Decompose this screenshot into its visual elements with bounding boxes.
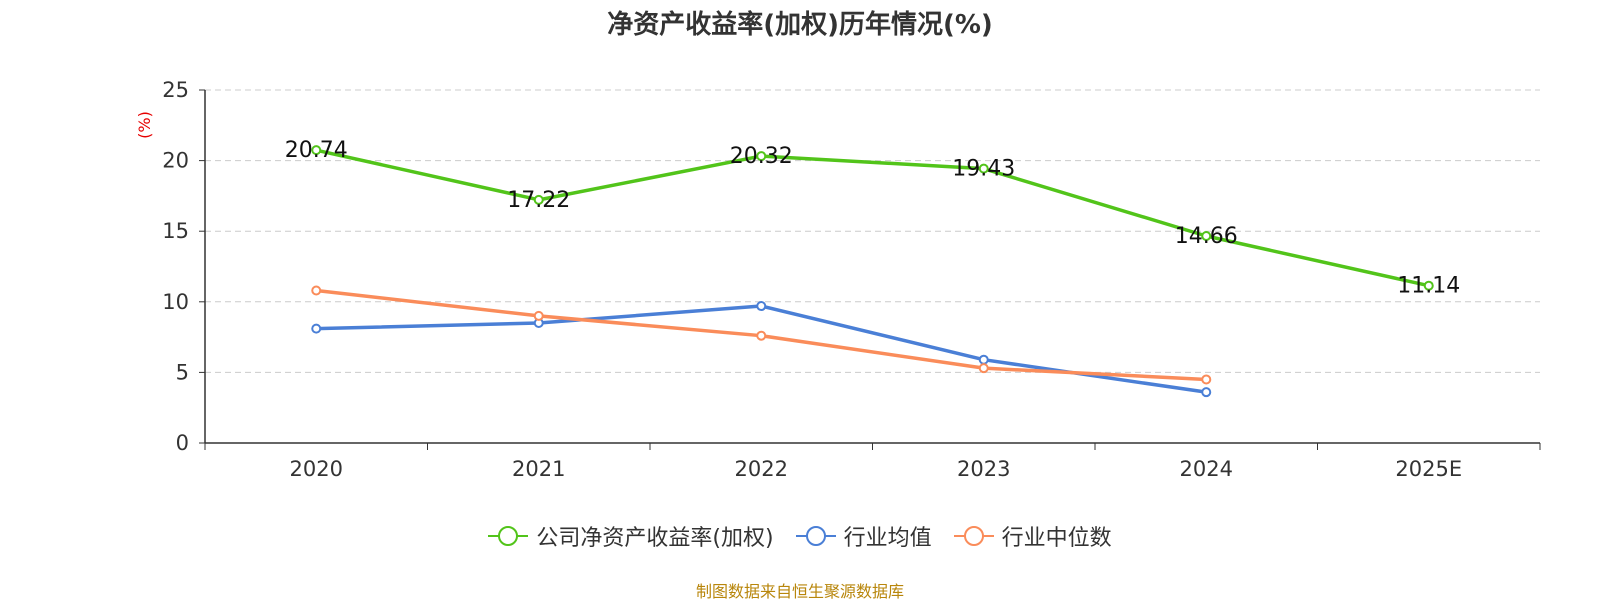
chart-title: 净资产收益率(加权)历年情况(%) — [607, 10, 993, 40]
data-point — [1201, 387, 1212, 398]
legend-label-industry-mean: 行业均值 — [843, 526, 932, 551]
data-point — [1423, 280, 1434, 291]
data-point — [311, 145, 322, 156]
legend-item-industry-mean[interactable]: 行业均值 — [795, 520, 932, 552]
x-tick-label: 2022 — [735, 457, 788, 481]
y-tick-label: 15 — [162, 219, 189, 243]
y-tick-label: 5 — [176, 360, 189, 384]
data-label: 17.22 — [507, 188, 570, 213]
data-point — [1201, 231, 1212, 242]
line-chart: 0 5 10 15 20 25 (%) 2020 2021 2022 2023 2024 2025E 20… — [135, 78, 1541, 481]
y-tick-label: 0 — [176, 431, 189, 455]
data-source-note: 制图数据来自恒生聚源数据库 — [695, 582, 904, 601]
data-point — [978, 363, 989, 374]
x-tick-label: 2025E — [1395, 457, 1462, 481]
data-label: 11.14 — [1397, 274, 1460, 299]
data-point — [311, 323, 322, 334]
legend-marker-industry-median — [953, 526, 994, 546]
data-point — [756, 151, 767, 162]
data-label: 20.32 — [730, 144, 793, 169]
legend-item-industry-median[interactable]: 行业中位数 — [953, 520, 1112, 552]
y-tick-label: 20 — [162, 149, 189, 173]
data-point — [533, 194, 544, 205]
legend-item-company[interactable]: 公司净资产收益率(加权) — [488, 520, 774, 552]
data-point — [1201, 374, 1212, 385]
legend-marker-industry-mean — [795, 526, 836, 546]
legend: 公司净资产收益率(加权) 行业均值 行业中位数 — [0, 520, 1600, 552]
data-label: 19.43 — [952, 157, 1015, 182]
data-point — [533, 310, 544, 321]
x-tick-label: 2020 — [290, 457, 343, 481]
x-tick-label: 2024 — [1180, 457, 1233, 481]
x-tick-label: 2023 — [957, 457, 1010, 481]
series-line-0 — [315, 148, 1430, 288]
series-line-1 — [316, 304, 1207, 394]
legend-label-industry-median: 行业中位数 — [1001, 526, 1112, 551]
data-point — [311, 285, 322, 296]
data-point — [756, 330, 767, 341]
y-tick-label: 25 — [162, 78, 189, 102]
data-point — [978, 163, 989, 174]
legend-label-company: 公司净资产收益率(加权) — [536, 526, 774, 551]
data-label: 14.66 — [1175, 224, 1238, 249]
y-axis-label: (%) — [135, 111, 154, 139]
data-point — [756, 301, 767, 312]
x-tick-label: 2021 — [512, 457, 565, 481]
data-point — [978, 354, 989, 365]
legend-marker-company — [488, 526, 529, 546]
data-label: 20.74 — [285, 138, 348, 163]
y-tick-label: 10 — [162, 290, 189, 314]
